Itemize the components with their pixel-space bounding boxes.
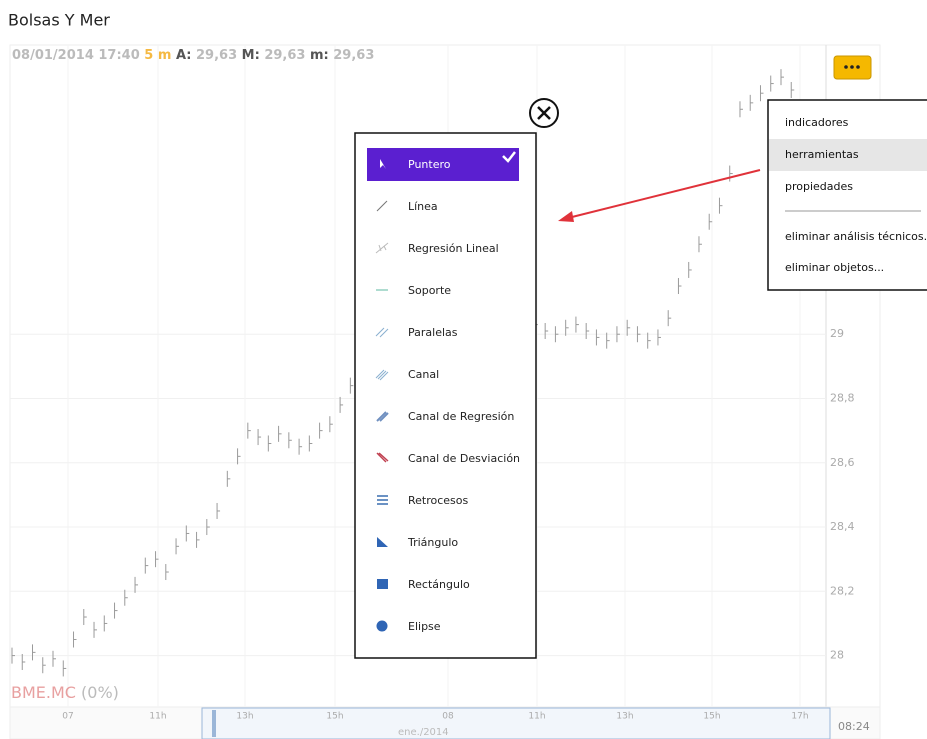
icon-pointer	[380, 159, 386, 169]
change: (0%)	[81, 683, 119, 702]
navigator-label: 17h	[791, 712, 808, 722]
menu-item[interactable]: Elipse	[408, 620, 441, 633]
menu-item[interactable]: Regresión Lineal	[408, 242, 499, 255]
tools-menu	[354, 132, 537, 659]
context-item-highlight	[769, 139, 927, 171]
icon-regression	[375, 242, 389, 254]
icon-line	[376, 200, 388, 212]
context-menu	[767, 99, 927, 291]
more-dot	[856, 65, 860, 69]
navigator-label: 15h	[703, 712, 720, 722]
navigator-label: 13h	[236, 712, 253, 722]
navigator-label: 08	[442, 712, 454, 722]
context-item[interactable]: propiedades	[785, 180, 853, 193]
header-min_value: 29,63	[333, 48, 374, 63]
menu-item[interactable]: Retrocesos	[408, 494, 469, 507]
check-mark	[502, 151, 516, 163]
header-m_value: 29,63	[264, 48, 305, 63]
menu-item[interactable]: Soporte	[408, 284, 451, 297]
y-tick-label: 28,2	[830, 584, 855, 597]
menu-item[interactable]: Puntero	[408, 158, 451, 171]
icon-rectangle	[377, 579, 388, 589]
header-a_label: A:	[176, 48, 192, 63]
context-item[interactable]: eliminar objetos...	[785, 261, 884, 274]
y-tick-label: 28,6	[830, 456, 855, 469]
more-dot	[844, 65, 848, 69]
y-tick-label: 28,4	[830, 520, 855, 533]
navigator-window[interactable]	[201, 707, 831, 739]
navigator-label: 07	[62, 712, 73, 722]
close-x	[537, 106, 551, 120]
navigator-label: 11h	[528, 712, 545, 722]
menu-item[interactable]: Canal de Regresión	[408, 410, 514, 423]
menu-item[interactable]: Canal de Desviación	[408, 452, 520, 465]
icon-parallel	[375, 327, 389, 338]
time-label: 08:24	[838, 720, 870, 733]
navigator-label: 15h	[326, 712, 343, 722]
icon-retracement	[377, 495, 388, 505]
y-tick-label: 29	[830, 327, 844, 340]
context-item[interactable]: eliminar análisis técnicos...	[785, 230, 927, 243]
header-min_label: m:	[310, 48, 329, 63]
navigator-period: ene./2014	[398, 727, 449, 738]
header-info: 08/01/2014 17:40 5 m A: 29,63 M: 29,63 m…	[12, 48, 374, 63]
arrow	[567, 169, 761, 219]
navigator-label: 11h	[149, 712, 166, 722]
header-datetime: 08/01/2014 17:40	[12, 48, 140, 63]
menu-item[interactable]: Paralelas	[408, 326, 458, 339]
header-m_label: M:	[242, 48, 260, 63]
navigator-label: 13h	[616, 712, 633, 722]
menu-item[interactable]: Triángulo	[407, 536, 458, 549]
navigator-handle[interactable]	[212, 710, 216, 737]
menu-item[interactable]: Línea	[408, 200, 438, 213]
menu-item-selected[interactable]	[367, 148, 519, 181]
header-a_value: 29,63	[196, 48, 237, 63]
header-interval: 5 m	[144, 48, 171, 63]
more-dot	[850, 65, 854, 69]
icon-ellipse	[376, 620, 388, 632]
icon-reg-channel	[376, 411, 389, 422]
icon-triangle	[377, 537, 388, 547]
context-item[interactable]: indicadores	[785, 116, 849, 129]
icon-channel	[375, 369, 389, 381]
menu-item[interactable]: Rectángulo	[408, 578, 470, 591]
context-item[interactable]: herramientas	[785, 148, 859, 161]
icon-dev-channel	[376, 452, 389, 463]
y-tick-label: 28,8	[830, 391, 855, 404]
window-title: Bolsas Y Mer	[8, 11, 110, 30]
symbol: BME.MC	[11, 683, 76, 702]
arrow-head	[558, 211, 574, 222]
menu-item[interactable]: Canal	[408, 368, 439, 381]
symbol-label: BME.MC (0%)	[11, 683, 119, 702]
y-tick-label: 28	[830, 649, 844, 662]
